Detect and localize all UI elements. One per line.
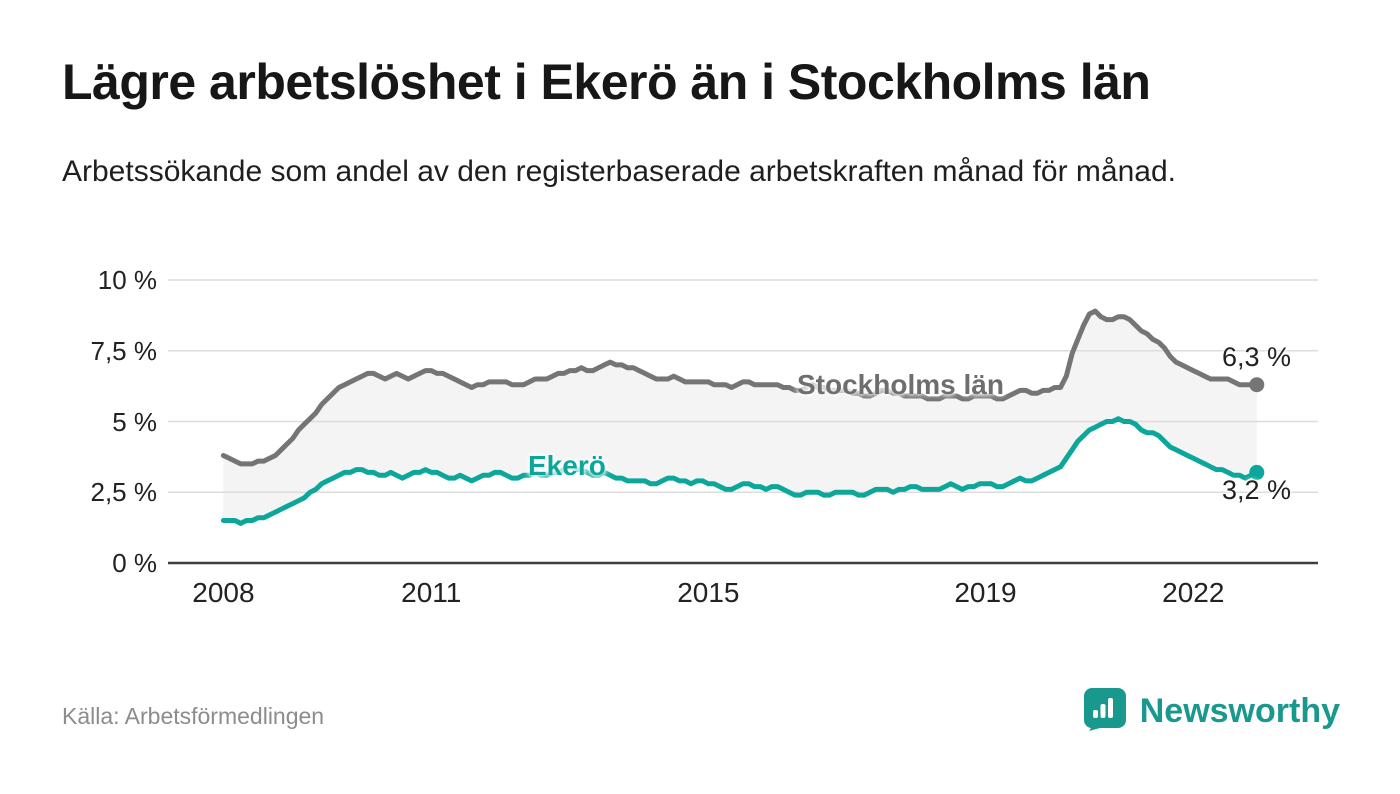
y-axis-tick-0: 0 % [112,548,157,578]
newsworthy-logo[interactable]: Newsworthy [1082,686,1340,737]
x-axis-tick-2008: 2008 [192,577,255,608]
newsworthy-logo-icon [1082,686,1128,737]
y-axis-tick-7-5: 7,5 % [90,335,158,366]
y-axis-tick-2-5: 2,5 % [90,477,158,508]
series-label-stockholms-lan: Stockholms län [797,369,1004,400]
end-value-label-stockholms-lan: 6,3 % [1222,342,1292,372]
chart-subtitle: Arbetssökande som andel av den registerb… [62,155,1176,188]
newsworthy-wordmark: Newsworthy [1139,692,1340,730]
chart-title: Lägre arbetslöshet i Ekerö än i Stockhol… [62,54,1151,110]
y-axis-tick-10: 10 % [97,265,157,295]
end-value-label-ekero: 3,2 % [1222,475,1292,505]
series-label-ekero: Ekerö [528,450,606,481]
x-axis-tick-2022: 2022 [1162,577,1225,608]
x-axis-tick-2015: 2015 [677,577,740,608]
source-attribution: Källa: Arbetsförmedlingen [62,703,325,729]
x-axis-tick-2011: 2011 [401,577,462,608]
y-axis-tick-5: 5 % [112,406,157,437]
x-axis-tick-2019: 2019 [954,577,1017,608]
